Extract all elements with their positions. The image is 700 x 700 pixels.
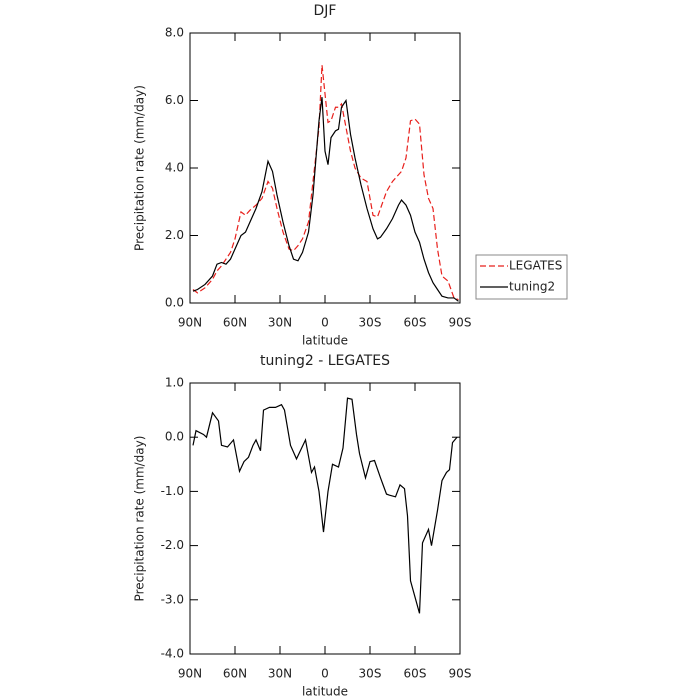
plot-frame <box>189 32 461 304</box>
x-tick-label: 30N <box>268 316 292 330</box>
y-tick-label: 1.0 <box>165 376 184 390</box>
data-line <box>192 97 459 302</box>
x-tick-label: 0 <box>321 667 329 681</box>
y-tick-label: 4.0 <box>165 161 184 175</box>
y-tick-label: 0.0 <box>165 296 184 310</box>
x-tick-label: 60S <box>404 316 427 330</box>
x-tick-label: 30S <box>359 667 382 681</box>
x-tick-label: 90N <box>178 316 202 330</box>
x-tick-label: 30S <box>359 316 382 330</box>
y-axis-label: Precipitation rate (mm/day) <box>133 436 147 602</box>
x-tick-label: 30N <box>268 667 292 681</box>
data-line <box>192 397 458 614</box>
y-tick-label: -4.0 <box>161 647 184 661</box>
y-tick-label: 8.0 <box>165 26 184 40</box>
x-tick-label: 0 <box>321 316 329 330</box>
x-tick-label: 90S <box>449 316 472 330</box>
data-line <box>192 65 459 301</box>
y-tick-label: 6.0 <box>165 93 184 107</box>
x-tick-label: 60N <box>223 316 247 330</box>
x-tick-label: 90S <box>449 667 472 681</box>
x-axis-label: latitude <box>302 334 348 348</box>
legend-box <box>475 254 568 300</box>
x-tick-label: 60N <box>223 667 247 681</box>
x-axis-label: latitude <box>302 685 348 699</box>
y-tick-label: -2.0 <box>161 538 184 552</box>
y-tick-label: 0.0 <box>165 430 184 444</box>
x-tick-label: 90N <box>178 667 202 681</box>
legend-label: tuning2 <box>509 280 555 294</box>
y-tick-label: -3.0 <box>161 592 184 606</box>
y-tick-label: 2.0 <box>165 228 184 242</box>
chart-title: tuning2 - LEGATES <box>260 353 390 369</box>
y-axis-label: Precipitation rate (mm/day) <box>133 85 147 251</box>
chart-title: DJF <box>314 3 337 19</box>
x-tick-label: 60S <box>404 667 427 681</box>
y-tick-label: -1.0 <box>161 484 184 498</box>
legend-label: LEGATES <box>509 259 562 273</box>
